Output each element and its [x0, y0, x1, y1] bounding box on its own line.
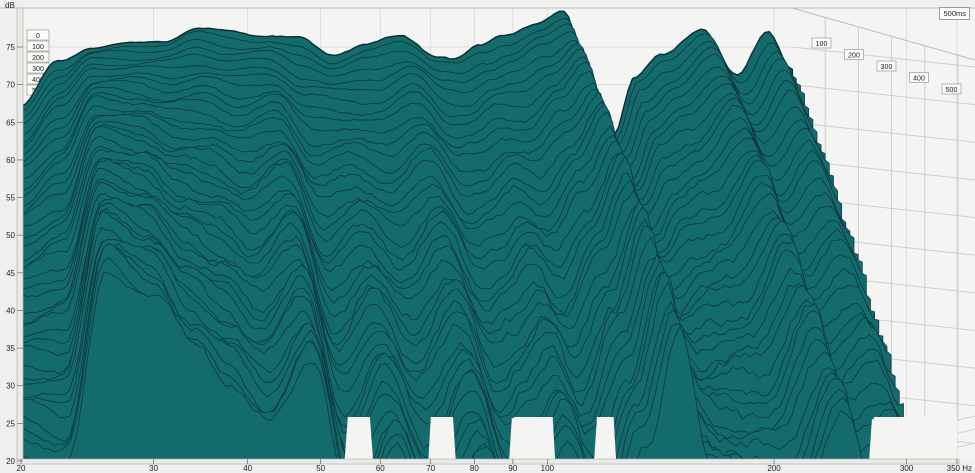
- x-axis-bar: [16, 458, 960, 465]
- x-axis-labels: 20 30 40 50 60 70 80 90 100 200 300 350 Hz: [17, 459, 972, 473]
- y-tick-label: 25: [6, 419, 15, 428]
- legend-time-label: 300: [32, 66, 44, 73]
- x-tick-label: 20: [17, 464, 26, 473]
- legend-label-box: [26, 40, 50, 52]
- x-tick-label: 100: [541, 464, 555, 473]
- x-tick-label: 60: [376, 464, 385, 473]
- wall-time-label-box: [811, 37, 832, 49]
- wall-time-label: 500: [946, 87, 958, 94]
- legend-time-label: 0: [36, 33, 40, 40]
- axis-frame: [0, 7, 975, 465]
- wall-time-labels: 100 200 300 400 500: [811, 37, 962, 95]
- x-tick-label: 350 Hz: [947, 464, 972, 473]
- x-tick-label: 80: [470, 464, 479, 473]
- x-tick-label: 300: [900, 464, 914, 473]
- x-tick-label: 70: [426, 464, 435, 473]
- y-tick-label: 45: [6, 269, 15, 278]
- wall-top-edge: [791, 7, 975, 61]
- wall-time-label-box: [941, 83, 962, 95]
- x-tick-label: 90: [508, 464, 517, 473]
- y-tick-label: 60: [6, 156, 15, 165]
- wall-time-label: 400: [913, 76, 925, 83]
- legend-time-label: 400: [32, 77, 44, 84]
- x-tick-label: 30: [149, 464, 158, 473]
- y-axis-labels: 20 25 30 35 40 45 50 55 60 65 70 75: [6, 43, 23, 466]
- db-axis-unit-label: dB: [5, 1, 15, 10]
- time-axis-max-label: 500ms: [939, 7, 970, 20]
- wall-db-gridline: [791, 46, 975, 68]
- legend-label-box: [26, 51, 50, 63]
- y-tick-label: 40: [6, 306, 15, 315]
- wall-time-label: 100: [816, 41, 828, 48]
- legend-label-box: [26, 29, 50, 41]
- y-tick-label: 30: [6, 382, 15, 391]
- wall-time-label-box: [909, 72, 929, 83]
- y-axis-bar: [16, 7, 24, 462]
- wall-db-gridline: [791, 121, 975, 143]
- y-tick-label: 35: [6, 344, 15, 353]
- y-tick-label: 70: [6, 81, 15, 90]
- y-tick-label: 20: [6, 457, 15, 466]
- y-tick-label: 75: [6, 43, 15, 52]
- wall-time-label-box: [844, 49, 864, 60]
- y-tick-label: 55: [6, 194, 15, 203]
- wall-time-label: 300: [881, 64, 893, 71]
- x-tick-label: 50: [316, 464, 325, 473]
- wall-time-label-box: [876, 60, 897, 72]
- legend-time-label: 100: [32, 44, 44, 51]
- wall-time-label: 200: [848, 53, 860, 60]
- y-tick-label: 50: [6, 231, 15, 240]
- waterfall-surface-group: 0 100 200 300 400 500: [23, 10, 957, 461]
- legend-time-label: 200: [32, 55, 44, 62]
- waterfall-slices: [23, 10, 957, 461]
- y-tick-label: 65: [6, 118, 15, 127]
- x-tick-label: 200: [767, 464, 781, 473]
- wall-db-gridline: [791, 84, 975, 106]
- x-tick-label: 40: [243, 464, 252, 473]
- waterfall-slice: [23, 271, 863, 461]
